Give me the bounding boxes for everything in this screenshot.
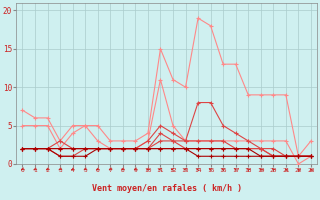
X-axis label: Vent moyen/en rafales ( km/h ): Vent moyen/en rafales ( km/h ) — [92, 184, 242, 193]
